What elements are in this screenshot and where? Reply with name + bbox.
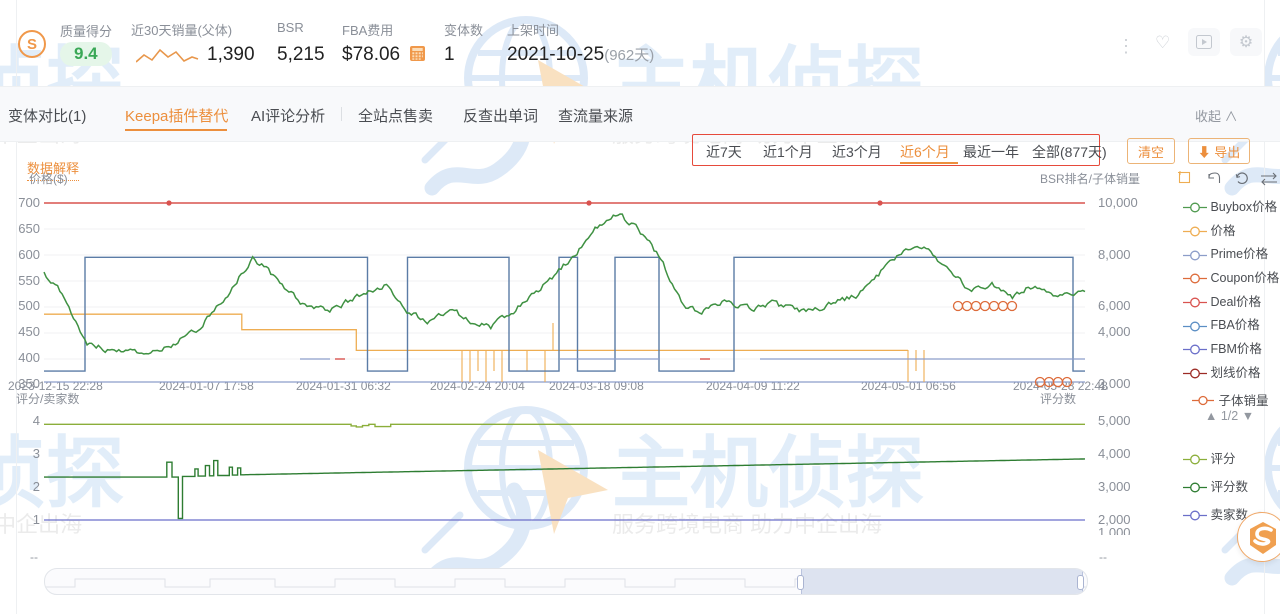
svg-text:5,000: 5,000 bbox=[1098, 413, 1131, 428]
svg-text:1,000: 1,000 bbox=[1098, 525, 1131, 535]
svg-text:3: 3 bbox=[33, 446, 40, 461]
svg-text:4: 4 bbox=[33, 413, 40, 428]
svg-text:4,000: 4,000 bbox=[1098, 446, 1131, 461]
svg-text:1: 1 bbox=[33, 512, 40, 527]
svg-text:2: 2 bbox=[33, 479, 40, 494]
svg-text:3,000: 3,000 bbox=[1098, 479, 1131, 494]
